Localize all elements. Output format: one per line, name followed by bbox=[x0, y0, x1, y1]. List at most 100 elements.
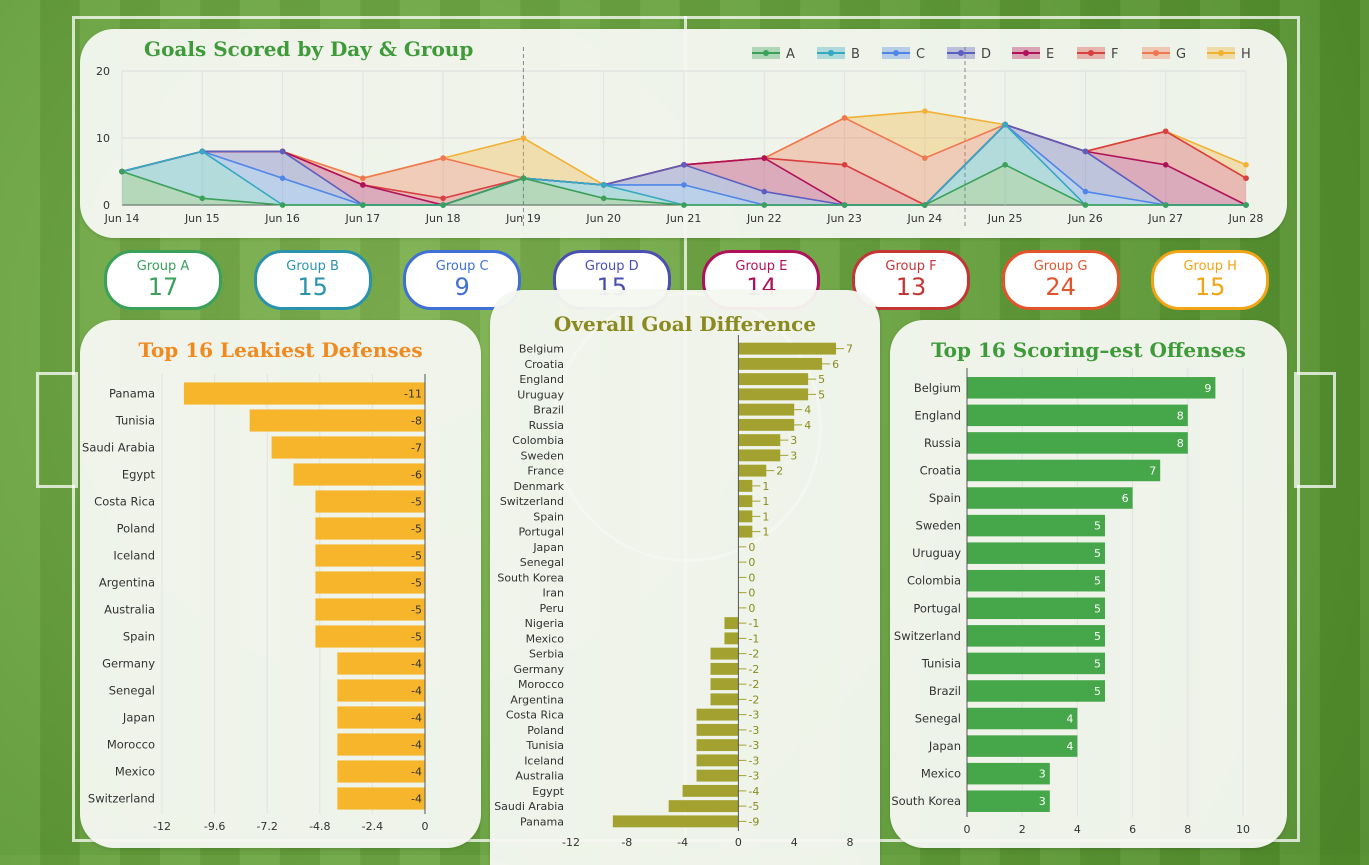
group-pill-g[interactable]: Group G 24 bbox=[1001, 250, 1120, 310]
data-label: 6 bbox=[1122, 492, 1129, 505]
bar bbox=[315, 517, 425, 540]
legend-dot-E bbox=[1023, 50, 1029, 56]
legend-label-A: A bbox=[786, 47, 795, 62]
category-label: Spain bbox=[929, 491, 961, 505]
bar bbox=[315, 571, 425, 594]
category-label: Poland bbox=[527, 724, 564, 737]
data-label: 0 bbox=[748, 602, 755, 615]
category-label: Uruguay bbox=[517, 388, 564, 401]
data-label: 3 bbox=[790, 434, 797, 447]
category-label: Portugal bbox=[518, 526, 564, 539]
point-C bbox=[1082, 188, 1089, 195]
category-label: Portugal bbox=[913, 601, 961, 615]
area-A bbox=[122, 164, 1246, 205]
bar bbox=[668, 800, 739, 813]
category-label: Nigeria bbox=[525, 617, 564, 630]
legend-dot-B bbox=[828, 50, 834, 56]
data-label: -7 bbox=[411, 442, 422, 455]
legend-label-F: F bbox=[1111, 47, 1118, 62]
point-B bbox=[1002, 121, 1008, 128]
data-label: 0 bbox=[748, 587, 755, 600]
bar bbox=[967, 487, 1133, 509]
category-label: Colombia bbox=[907, 574, 961, 588]
y-tick-label: 10 bbox=[96, 132, 110, 145]
bar bbox=[337, 652, 425, 675]
group-pill-h[interactable]: Group H 15 bbox=[1151, 250, 1270, 310]
data-label: 5 bbox=[818, 388, 825, 401]
data-label: 1 bbox=[762, 495, 769, 508]
bar bbox=[967, 707, 1078, 730]
x-tick-label: Jun 27 bbox=[1147, 212, 1183, 225]
category-label: Panama bbox=[109, 387, 155, 401]
category-label: Egypt bbox=[122, 468, 156, 482]
point-A bbox=[1002, 162, 1008, 168]
bar bbox=[696, 723, 739, 736]
category-label: Uruguay bbox=[912, 546, 961, 560]
category-label: Saudi Arabia bbox=[494, 800, 564, 813]
category-label: Russia bbox=[924, 436, 961, 450]
data-label: -1 bbox=[748, 617, 759, 630]
group-pill-b[interactable]: Group B 15 bbox=[253, 250, 372, 310]
data-label: -5 bbox=[411, 631, 422, 644]
bar bbox=[249, 409, 425, 432]
legend-label-G: G bbox=[1176, 47, 1186, 62]
data-label: -4 bbox=[411, 766, 422, 779]
x-tick-label: 0 bbox=[735, 836, 742, 849]
leakiest-defenses-chart: -12 -9.6 -7.2 -4.8 -2.4 0 Panama -11 Tunisia -8 Sa… bbox=[82, 374, 429, 833]
top-chart-title: Goals Scored by Day & Group bbox=[144, 37, 474, 61]
category-label: South Korea bbox=[891, 794, 961, 808]
point-A bbox=[360, 202, 366, 208]
group-pill-label: Group G bbox=[1033, 259, 1088, 274]
category-label: Iran bbox=[543, 587, 565, 600]
goals-by-day-panel: Goals Scored by Day & Group 0 10 20 Jun 14 J… bbox=[80, 29, 1287, 238]
data-label: -4 bbox=[411, 793, 422, 806]
category-label: Senegal bbox=[520, 556, 564, 569]
group-pill-label: Group E bbox=[735, 259, 788, 274]
category-label: England bbox=[914, 408, 961, 422]
category-label: Peru bbox=[539, 602, 564, 615]
data-label: 2 bbox=[776, 465, 783, 478]
bar bbox=[738, 418, 795, 431]
pitch-left-box bbox=[36, 372, 78, 488]
x-tick-label: -7.2 bbox=[256, 820, 277, 833]
group-pill-value: 15 bbox=[1194, 273, 1226, 301]
bar bbox=[967, 762, 1050, 785]
data-label: -4 bbox=[411, 712, 422, 725]
x-tick-label: -4 bbox=[677, 836, 688, 849]
x-tick-label: Jun 20 bbox=[585, 212, 621, 225]
group-pill-value: 24 bbox=[1045, 273, 1076, 301]
bar bbox=[738, 510, 753, 523]
category-label: Tunisia bbox=[525, 739, 564, 752]
data-label: 1 bbox=[762, 510, 769, 523]
point-B bbox=[199, 148, 206, 155]
legend-dot-A bbox=[763, 50, 769, 56]
data-label: -4 bbox=[411, 739, 422, 752]
category-label: Russia bbox=[529, 419, 564, 432]
bar bbox=[738, 479, 753, 492]
data-label: -5 bbox=[411, 604, 422, 617]
pitch-right-box bbox=[1294, 372, 1336, 488]
bar bbox=[967, 680, 1105, 702]
data-label: -3 bbox=[748, 770, 759, 783]
data-label: -2 bbox=[748, 693, 759, 706]
point-A bbox=[520, 175, 527, 181]
point-A bbox=[1162, 202, 1169, 208]
point-B bbox=[600, 182, 607, 188]
category-label: Japan bbox=[532, 541, 564, 554]
category-label: Morocco bbox=[518, 678, 564, 691]
category-label: England bbox=[519, 373, 564, 386]
group-pill-value: 13 bbox=[895, 273, 927, 301]
group-pill-a[interactable]: Group A 17 bbox=[104, 250, 222, 310]
data-label: 4 bbox=[1066, 740, 1073, 753]
data-label: -1 bbox=[748, 632, 759, 645]
data-label: -5 bbox=[411, 550, 422, 563]
point-H bbox=[922, 108, 928, 114]
bar bbox=[315, 598, 425, 621]
bar bbox=[724, 632, 739, 645]
category-label: Switzerland bbox=[88, 792, 155, 806]
bar bbox=[738, 357, 823, 370]
data-label: 5 bbox=[1094, 602, 1101, 615]
area-G bbox=[122, 117, 1246, 205]
group-pill-f[interactable]: Group F 13 bbox=[852, 250, 970, 310]
